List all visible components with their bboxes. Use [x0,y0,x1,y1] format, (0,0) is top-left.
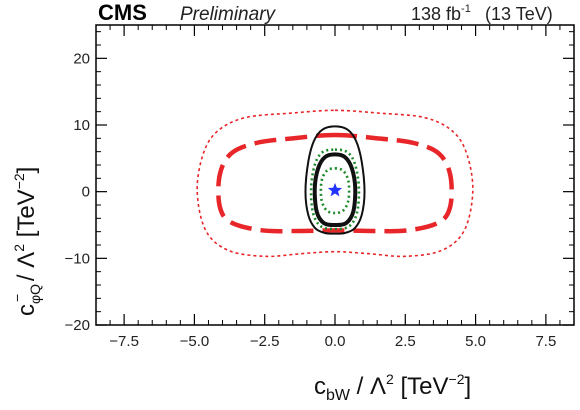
contour-line-4 [312,152,358,228]
x-axis-title: cbW / Λ2 [TeV−2] [314,371,471,404]
x-tick-label: 0.0 [325,333,346,350]
y-tick-label: −10 [65,250,90,267]
x-tick-label: 2.5 [395,333,416,350]
plot-frame [95,24,575,326]
contour-line-1 [196,109,474,258]
x-tick-label: 7.5 [535,333,556,350]
y-tick-label: 20 [73,50,90,67]
contour-line-2 [216,132,454,234]
x-tick-label: −5.0 [180,333,210,350]
contour-line-5 [309,148,361,231]
energy-label: (13 TeV) [485,4,553,24]
y-tick-label: 0 [82,184,90,201]
best-fit-marker [327,182,343,197]
x-tick-label: 5.0 [465,333,486,350]
x-tick-labels: −7.5 −5.0 −2.5 0.0 2.5 5.0 7.5 [109,333,556,350]
y-tick-label: −20 [65,317,90,334]
experiment-label: CMS [98,0,147,25]
luminosity-label: 138 fb-1 [411,3,471,24]
y-axis-title: cφQ− / Λ2 [TeV−2] [9,167,43,316]
contour-lines [196,109,474,258]
x-tick-label: −2.5 [250,333,280,350]
axis-ticks [95,25,575,326]
y-tick-label: 10 [73,117,90,134]
status-label: Preliminary [180,4,277,25]
x-tick-label: −7.5 [109,333,139,350]
contour-line-3 [304,125,366,235]
best-fit-star [327,182,343,197]
y-tick-labels: −20 −10 0 10 20 [65,50,90,334]
